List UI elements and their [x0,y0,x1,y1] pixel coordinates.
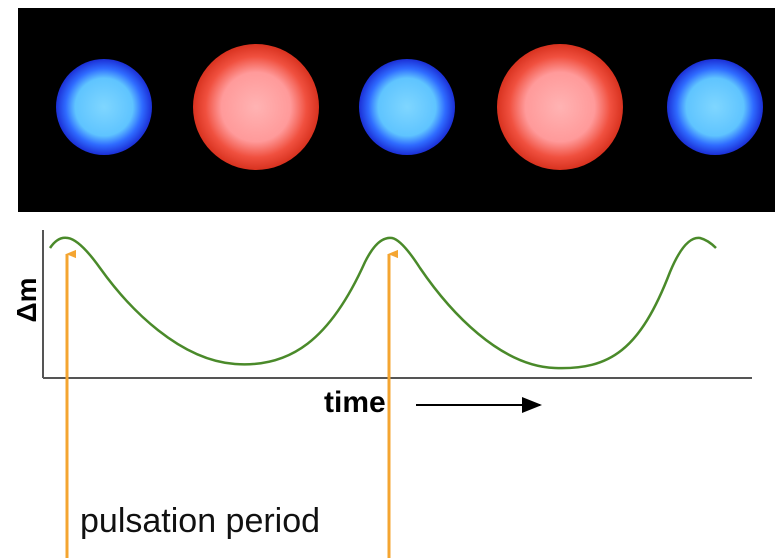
star-small [667,59,763,155]
x-axis-label: time [324,386,386,419]
y-axis-label: Δm [11,277,42,322]
page: {"labels": {"y_axis": "Δm", "x_axis": "t… [0,0,775,558]
diagram: Δm time pulsation period [0,0,775,558]
star-small [359,59,455,155]
annotation: pulsation period [80,502,320,540]
light-curve [50,238,716,368]
star-large [193,44,319,170]
star-large [497,44,623,170]
star-small [56,59,152,155]
